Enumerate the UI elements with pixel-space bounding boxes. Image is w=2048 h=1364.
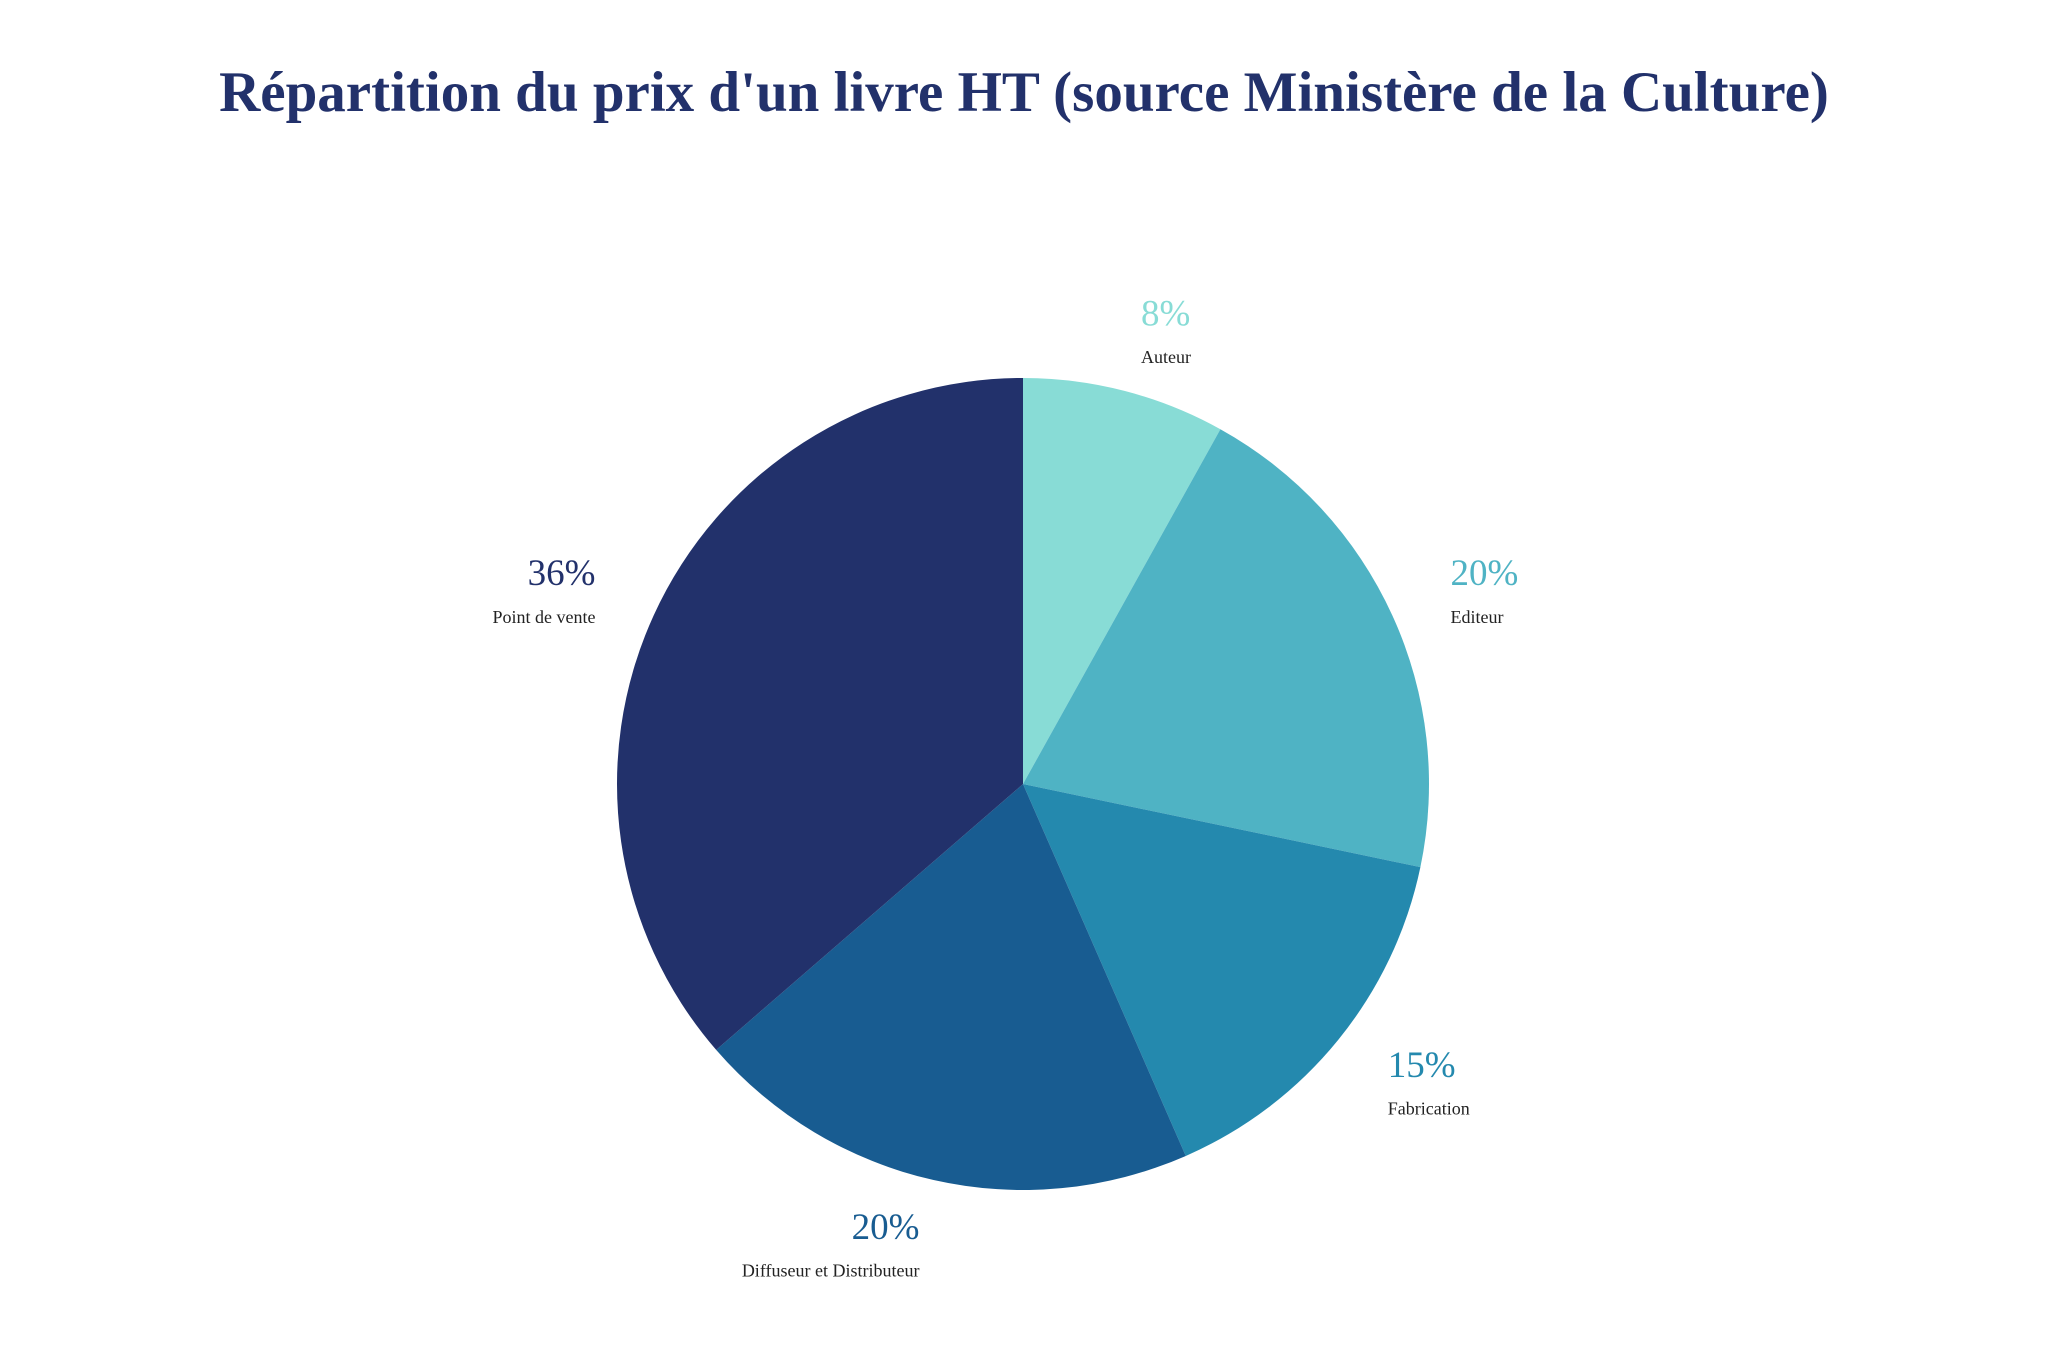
category-label: Fabrication bbox=[1388, 1098, 1470, 1118]
category-label: Diffuseur et Distributeur bbox=[742, 1261, 920, 1281]
chart-title: Répartition du prix d'un livre HT (sourc… bbox=[219, 61, 1829, 124]
category-label: Editeur bbox=[1451, 607, 1504, 627]
value-label: 8% bbox=[1141, 294, 1190, 335]
pie-slice bbox=[716, 784, 1186, 1190]
value-label: 15% bbox=[1388, 1045, 1456, 1086]
pie-slice bbox=[616, 378, 1023, 1050]
pie-slice bbox=[1023, 784, 1421, 1156]
value-label: 20% bbox=[852, 1207, 920, 1248]
value-label: 36% bbox=[528, 553, 596, 594]
category-label: Auteur bbox=[1141, 347, 1191, 367]
pie-slice bbox=[1023, 429, 1429, 868]
category-label: Point de vente bbox=[492, 607, 595, 627]
pie-slice bbox=[1023, 378, 1221, 784]
value-label: 20% bbox=[1451, 553, 1519, 594]
